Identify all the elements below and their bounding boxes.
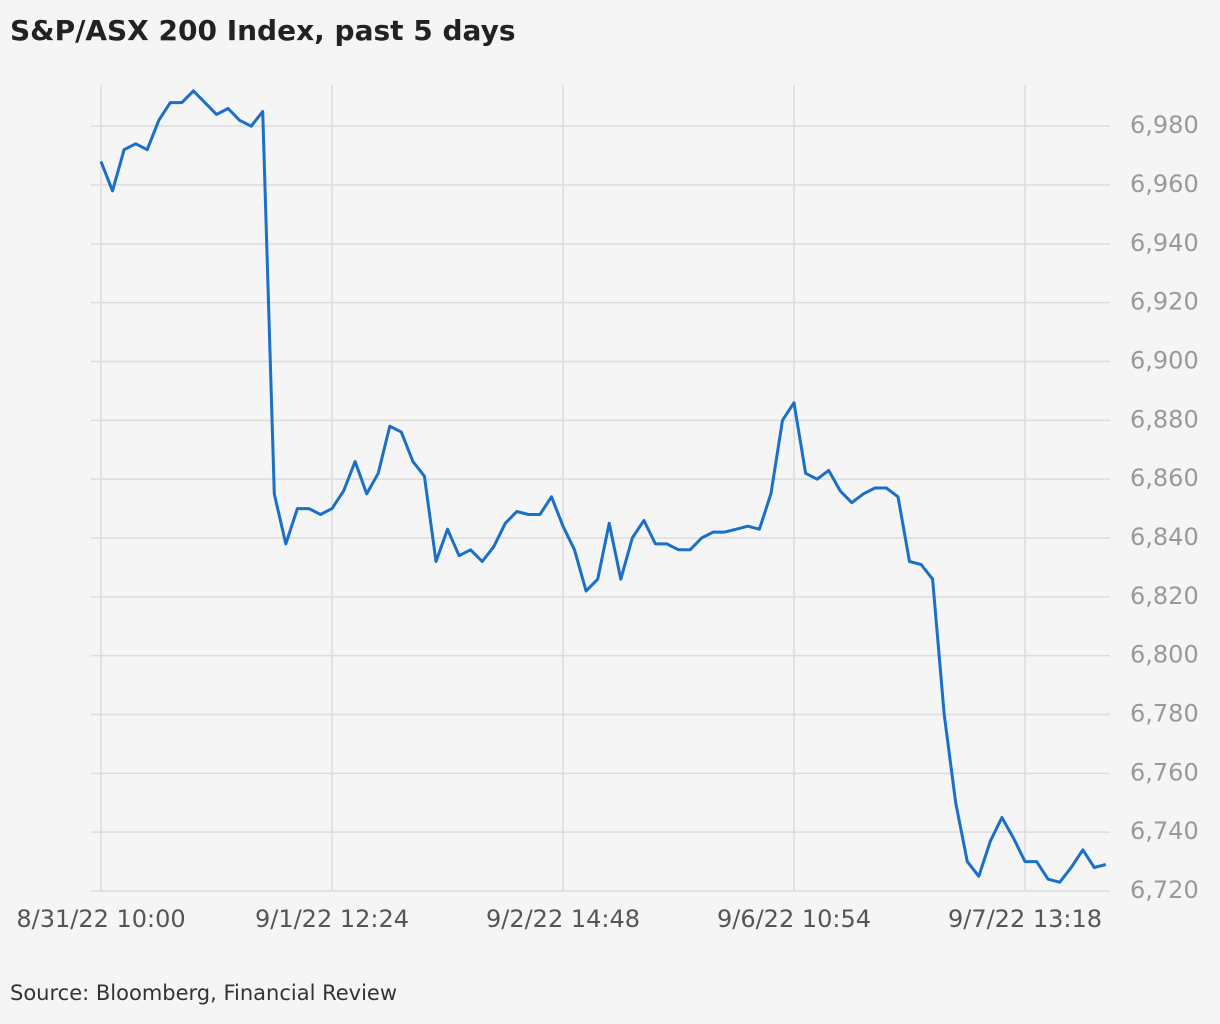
x-tick-label: 9/2/22 14:48 <box>486 905 640 933</box>
y-tick-label: 6,800 <box>1130 641 1199 669</box>
y-tick-label: 6,900 <box>1130 347 1199 375</box>
y-tick-label: 6,840 <box>1130 523 1199 551</box>
y-tick-label: 6,980 <box>1130 111 1199 139</box>
y-tick-label: 6,940 <box>1130 229 1199 257</box>
chart-title: S&P/ASX 200 Index, past 5 days <box>10 14 516 47</box>
y-tick-label: 6,820 <box>1130 582 1199 610</box>
y-tick-label: 6,720 <box>1130 876 1199 904</box>
y-tick-label: 6,920 <box>1130 288 1199 316</box>
y-tick-label: 6,760 <box>1130 758 1199 786</box>
x-tick-label: 9/6/22 10:54 <box>717 905 871 933</box>
y-tick-label: 6,780 <box>1130 700 1199 728</box>
y-tick-label: 6,860 <box>1130 464 1199 492</box>
x-tick-label: 9/7/22 13:18 <box>948 905 1102 933</box>
price-line <box>99 89 1107 884</box>
x-tick-label: 9/1/22 12:24 <box>255 905 409 933</box>
y-tick-label: 6,960 <box>1130 170 1199 198</box>
source-note: Source: Bloomberg, Financial Review <box>10 981 397 1005</box>
y-tick-label: 6,740 <box>1130 817 1199 845</box>
x-tick-label: 8/31/22 10:00 <box>16 905 185 933</box>
y-tick-label: 6,880 <box>1130 405 1199 433</box>
